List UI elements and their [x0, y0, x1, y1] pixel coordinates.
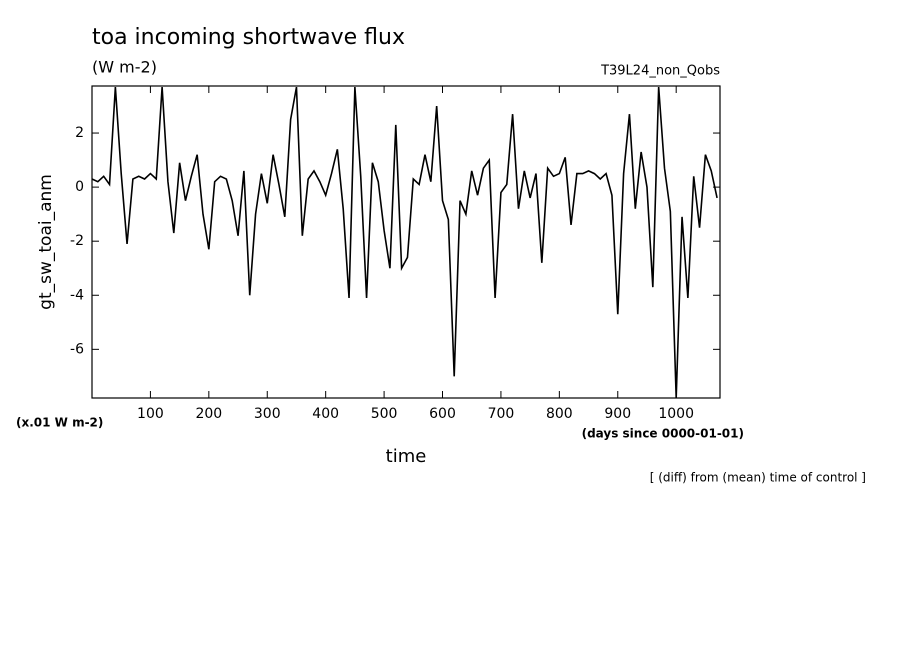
x-tick-label: 800 — [546, 406, 573, 422]
x-tick-label: 300 — [254, 406, 281, 422]
plot-frame — [91, 85, 721, 399]
y-tick-label: -2 — [70, 233, 84, 249]
y-tick-label: -4 — [70, 287, 84, 303]
y-tick-label: -6 — [70, 341, 84, 357]
run-label: T39L24_non_Qobs — [600, 64, 720, 79]
x-axis-label: time — [386, 446, 427, 467]
chart-title: toa incoming shortwave flux — [92, 25, 405, 50]
x-tick-label: 600 — [429, 406, 456, 422]
footer-note: [ (diff) from (mean) time of control ] — [650, 471, 866, 485]
x-tick-label: 100 — [137, 406, 164, 422]
y-axis-label: gt_sw_toai_anm — [36, 174, 56, 310]
y-tick-label: 0 — [75, 179, 84, 195]
x-tick-label: 400 — [312, 406, 339, 422]
x-tick-label: 700 — [488, 406, 515, 422]
x-tick-label: 1000 — [658, 406, 694, 422]
x-tick-label: 900 — [604, 406, 631, 422]
x-tick-label: 500 — [371, 406, 398, 422]
x-unit-note: (days since 0000-01-01) — [582, 427, 744, 441]
chart-subtitle: (W m-2) — [92, 58, 157, 77]
y-tick-label: 2 — [75, 125, 84, 141]
series-line — [91, 86, 718, 399]
y-unit-note: (x.01 W m-2) — [16, 416, 103, 430]
x-tick-label: 200 — [195, 406, 222, 422]
